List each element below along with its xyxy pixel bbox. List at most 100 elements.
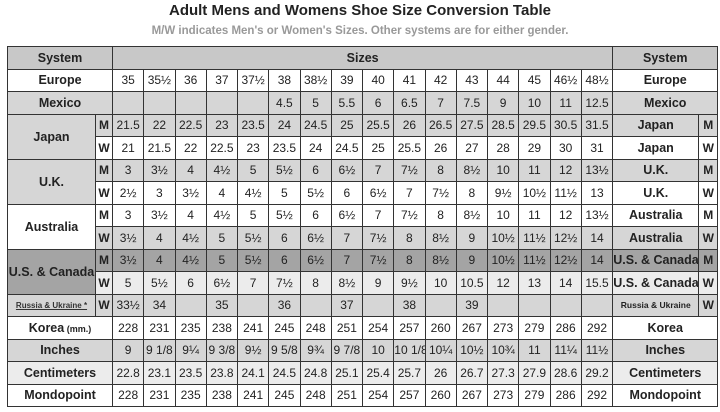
size-cell: 31 <box>580 136 614 160</box>
size-cell: 292 <box>580 316 614 340</box>
size-cell: 4½ <box>174 248 207 272</box>
size-cell: 27.9 <box>518 361 551 385</box>
size-cell: 7 <box>362 158 395 182</box>
sizes-header: Sizes <box>112 46 614 70</box>
size-cell: 21.5 <box>112 113 145 137</box>
size-cell: 292 <box>580 383 614 407</box>
size-cell: 7 <box>393 181 426 205</box>
size-cell: 235 <box>174 383 207 407</box>
size-cell: 10¾ <box>487 338 520 362</box>
size-cell: 4.5 <box>268 91 301 115</box>
size-cell: 7½ <box>268 271 301 295</box>
system-label-russia-ukraine[interactable]: Russia & Ukraine * <box>7 293 96 317</box>
size-cell: 8½ <box>455 203 489 227</box>
size-cell: 8 <box>424 203 457 227</box>
size-cell: 10 <box>518 91 551 115</box>
size-cell: 228 <box>112 383 145 407</box>
table-row: Mondopoint 228 231 235 238 241 245 248 251 254 257… <box>6 383 719 407</box>
size-cell: 30.5 <box>549 113 582 137</box>
gender-marker-right: W <box>698 271 719 295</box>
system-label-right-u-s-canada: U.S. & Canada <box>612 271 700 295</box>
size-cell: 8½ <box>424 226 457 250</box>
size-cell: 24.8 <box>299 361 332 385</box>
gender-marker-right: W <box>698 293 719 317</box>
size-cell: 10½ <box>455 338 489 362</box>
size-cell: 3 <box>112 158 145 182</box>
size-cell <box>237 293 270 317</box>
table-row: U.S. & Canada M 3½ 4 4½ 5 5½ 6 6½ 7 7½ 8 8½ 9 10½ 11½ 12… <box>7 248 719 295</box>
size-cell: 11 <box>518 158 551 182</box>
size-cell: 5½ <box>143 271 176 295</box>
size-cell: 4½ <box>237 181 270 205</box>
table-row: Mexico 4.5 5 5.5 6 6.5 7 7.5 9 10 11 12.5 Mexico <box>6 91 719 115</box>
size-cell: 7½ <box>362 248 395 272</box>
size-cell: 5 <box>299 91 332 115</box>
size-cell: 9 5/8 <box>268 338 301 362</box>
size-cell: 23.8 <box>205 361 239 385</box>
size-cell: 7 <box>424 91 457 115</box>
size-cell: 21 <box>112 136 145 160</box>
size-cell: 27 <box>455 136 489 160</box>
size-cell: 25.5 <box>393 136 426 160</box>
size-cell: 6 <box>299 158 332 182</box>
size-cell: 10 <box>424 271 457 295</box>
size-cell: 5½ <box>237 226 270 250</box>
size-cell: 22 <box>143 113 176 137</box>
size-cell: 25.1 <box>330 361 364 385</box>
table-row: W 2½ 3 3½ 4 4½ 5 5½ 6 6½ 7 7½ 8 9½ 10½ 11½ 13 U.K. W <box>8 181 719 205</box>
size-cell: 260 <box>424 383 457 407</box>
size-cell: 238 <box>205 383 239 407</box>
system-label-right-u-k: U.K. <box>612 181 700 205</box>
table-row: W 3½ 4 4½ 5 5½ 6 6½ 7 7½ 8 8½ 9 10½ 11½ 12½ 14 Australia W <box>8 226 719 250</box>
size-cell: 267 <box>455 383 489 407</box>
system-label-right-u-k: U.K. <box>612 158 700 182</box>
size-cell: 36 <box>174 68 207 92</box>
size-cell: 251 <box>330 316 364 340</box>
size-cell: 23 <box>237 136 270 160</box>
size-cell: 10 <box>487 203 520 227</box>
size-cell: 30 <box>549 136 582 160</box>
size-cell: 9 <box>362 271 395 295</box>
size-cell: 9 <box>487 91 520 115</box>
size-cell: 3 <box>143 181 176 205</box>
size-cell: 4 <box>205 181 239 205</box>
size-cell: 8 <box>393 248 426 272</box>
size-cell: 3½ <box>112 226 145 250</box>
system-label-right-inches: Inches <box>612 338 719 362</box>
size-cell: 5½ <box>268 203 301 227</box>
table-row: Europe 35 35½ 36 37 37½ 38 38½ 39 40 41 42 43 44 45 46½… <box>6 68 719 92</box>
system-label-right-mondopoint: Mondopoint <box>612 383 719 407</box>
size-cell: 9½ <box>393 271 426 295</box>
size-cell: 6.5 <box>393 91 426 115</box>
size-cell: 257 <box>393 316 426 340</box>
system-label-u-s-canada: U.S. & Canada <box>7 248 96 295</box>
size-cell: 9½ <box>487 181 520 205</box>
size-cell: 14 <box>549 271 582 295</box>
size-cell <box>487 293 520 317</box>
size-cell: 26 <box>424 361 457 385</box>
system-label-mondopoint: Mondopoint <box>6 383 114 407</box>
size-cell: 11½ <box>518 248 551 272</box>
size-cell: 11 <box>518 338 551 362</box>
size-cell: 273 <box>487 383 520 407</box>
gender-marker-right: M <box>698 248 719 272</box>
size-cell: 273 <box>487 316 520 340</box>
size-cell: 27.3 <box>487 361 520 385</box>
size-cell <box>174 91 207 115</box>
size-cell <box>362 293 395 317</box>
size-cell: 228 <box>112 316 145 340</box>
size-cell: 8 <box>299 271 332 295</box>
size-cell: 29 <box>518 136 551 160</box>
size-cell: 10½ <box>487 248 520 272</box>
size-cell: 286 <box>549 383 582 407</box>
size-cell: 11 <box>549 91 582 115</box>
size-cell: 6 <box>299 203 332 227</box>
gender-marker: M <box>94 203 114 227</box>
size-cell: 23.5 <box>268 136 301 160</box>
size-cell: 25.4 <box>362 361 395 385</box>
size-cell: 25.7 <box>393 361 426 385</box>
system-label-right-u-s-canada: U.S. & Canada <box>612 248 700 272</box>
size-cell: 6½ <box>330 203 364 227</box>
size-cell: 27.5 <box>455 113 489 137</box>
size-cell: 5.5 <box>330 91 364 115</box>
